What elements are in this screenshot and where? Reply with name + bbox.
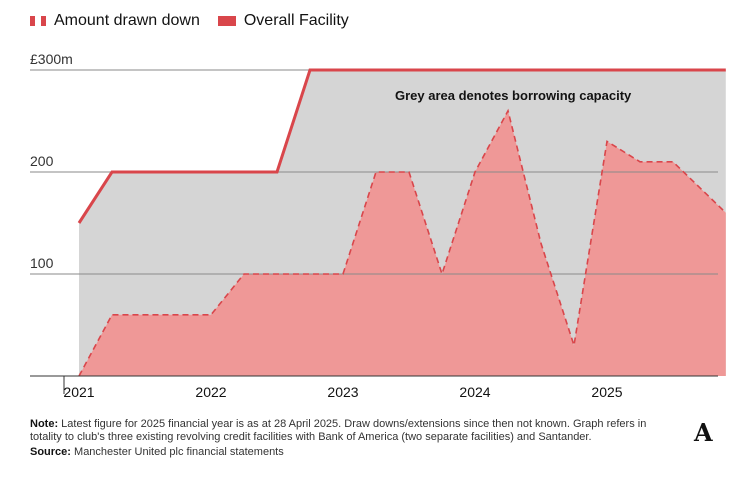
legend-swatch-dashed [30,16,46,26]
source-label: Source: [30,446,71,458]
y-tick-label: 100 [30,255,54,271]
x-tick-label: 2021 [63,384,94,400]
y-tick-label: £300m [30,51,73,67]
legend-item-drawn: Amount drawn down [30,12,200,30]
note-text: Latest figure for 2025 financial year is… [30,418,647,443]
x-tick-label: 2025 [591,384,622,400]
source-paragraph: Source: Manchester United plc financial … [30,446,670,459]
drawn-down-area [79,110,726,377]
y-tick-label: 200 [30,153,54,169]
overall-facility-line [77,68,726,224]
capacity-annotation: Grey area denotes borrowing capacity [395,88,632,103]
x-tick-label: 2023 [327,384,358,400]
chart-svg: £300m 200 100 2021 2022 2023 2024 2025 Grey area… [30,51,727,400]
source-text: Manchester United plc financial statemen… [70,446,284,458]
x-tick-label: 2022 [195,384,226,400]
note-label: Note: [30,418,59,430]
legend-swatch-solid [217,16,236,26]
x-tick-label: 2024 [459,384,490,400]
legend-label-facility: Overall Facility [243,12,349,29]
drawn-down-line [78,108,727,377]
footnotes: Note: Latest figure for 2025 financial y… [30,418,670,459]
legend: Amount drawn down Overall Facility [30,12,367,30]
legend-item-facility: Overall Facility [217,12,349,30]
publisher-logo: A [694,418,713,447]
note-paragraph: Note: Latest figure for 2025 financial y… [30,418,670,444]
legend-label-drawn: Amount drawn down [54,12,200,29]
